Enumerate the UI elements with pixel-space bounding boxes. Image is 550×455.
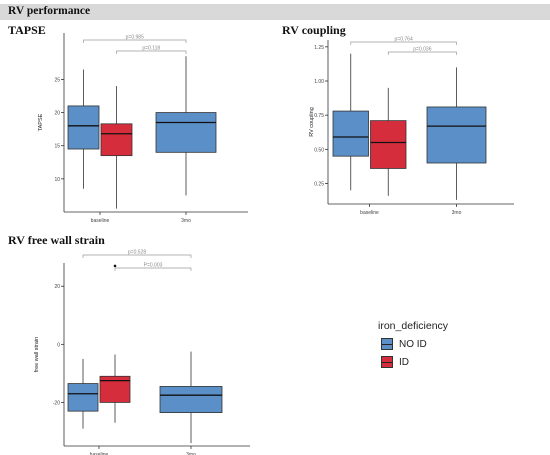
- x-tick-label: baseline: [91, 218, 110, 224]
- x-tick-label: baseline: [360, 210, 379, 216]
- y-axis-label: RV coupling: [309, 107, 315, 137]
- legend-item-no-id: NO ID: [378, 338, 448, 350]
- legend-item-id: ID: [378, 356, 448, 368]
- y-tick-label: 15: [54, 144, 60, 150]
- legend: iron_deficiency NO ID ID: [378, 320, 448, 368]
- legend-title: iron_deficiency: [378, 320, 449, 332]
- legend-swatch-id: [381, 356, 393, 368]
- box-baseline-no-id: [67, 105, 100, 150]
- p-value-label: p=0.764: [395, 37, 413, 43]
- box-baseline-id: [370, 120, 407, 169]
- box-3mo-no-id: [426, 106, 487, 164]
- y-axis-label: TAPSE: [38, 113, 44, 131]
- panel-title-tapse: TAPSE: [8, 23, 46, 37]
- box-3mo-no-id: [155, 112, 217, 153]
- legend-label-id: ID: [399, 356, 409, 368]
- y-tick-label: 20: [54, 111, 60, 117]
- x-tick-label: 3mo: [181, 218, 191, 224]
- p-value-label: p=0.985: [126, 35, 144, 41]
- y-tick-label: 0.25: [314, 182, 324, 188]
- box-baseline-no-id: [67, 383, 99, 412]
- p-value-label: p=0.036: [413, 47, 431, 53]
- y-tick-label: 0: [57, 342, 60, 348]
- y-tick-label: 0.75: [314, 113, 324, 119]
- box-3mo-no-id: [159, 386, 223, 413]
- x-tick-label: baseline: [90, 452, 109, 455]
- legend-swatch-no-id: [381, 338, 393, 350]
- significance-bracket: [387, 51, 457, 55]
- y-axis-label: free wall strain: [34, 337, 40, 372]
- box-baseline-id: [100, 123, 133, 157]
- significance-bracket: [116, 50, 187, 54]
- p-value-label: P=0.003: [144, 263, 163, 269]
- significance-bracket: [350, 41, 457, 45]
- y-tick-label: 10: [54, 177, 60, 183]
- y-tick-label: -20: [53, 400, 60, 406]
- p-value-label: p=0.528: [128, 250, 146, 256]
- legend-label-no-id: NO ID: [399, 338, 427, 350]
- y-tick-label: 25: [54, 77, 60, 83]
- y-tick-label: 1.25: [314, 45, 324, 51]
- y-tick-label: 0.50: [314, 147, 324, 153]
- x-tick-label: 3mo: [452, 210, 462, 216]
- significance-bracket: [83, 39, 187, 43]
- box-baseline-no-id: [332, 110, 369, 157]
- section-title: RV performance: [8, 5, 91, 17]
- x-tick-label: 3mo: [186, 452, 196, 455]
- panel-title-rv-coupling: RV coupling: [282, 23, 346, 37]
- y-tick-label: 20: [54, 284, 60, 290]
- outlier-point: [113, 264, 117, 268]
- section-header: RV performance: [0, 4, 550, 20]
- significance-bracket: [82, 254, 192, 258]
- y-tick-label: 1.00: [314, 79, 324, 85]
- p-value-label: p=0.118: [142, 46, 160, 52]
- panel-title-rv-free-wall-strain: RV free wall strain: [8, 233, 105, 247]
- significance-bracket: [114, 267, 192, 271]
